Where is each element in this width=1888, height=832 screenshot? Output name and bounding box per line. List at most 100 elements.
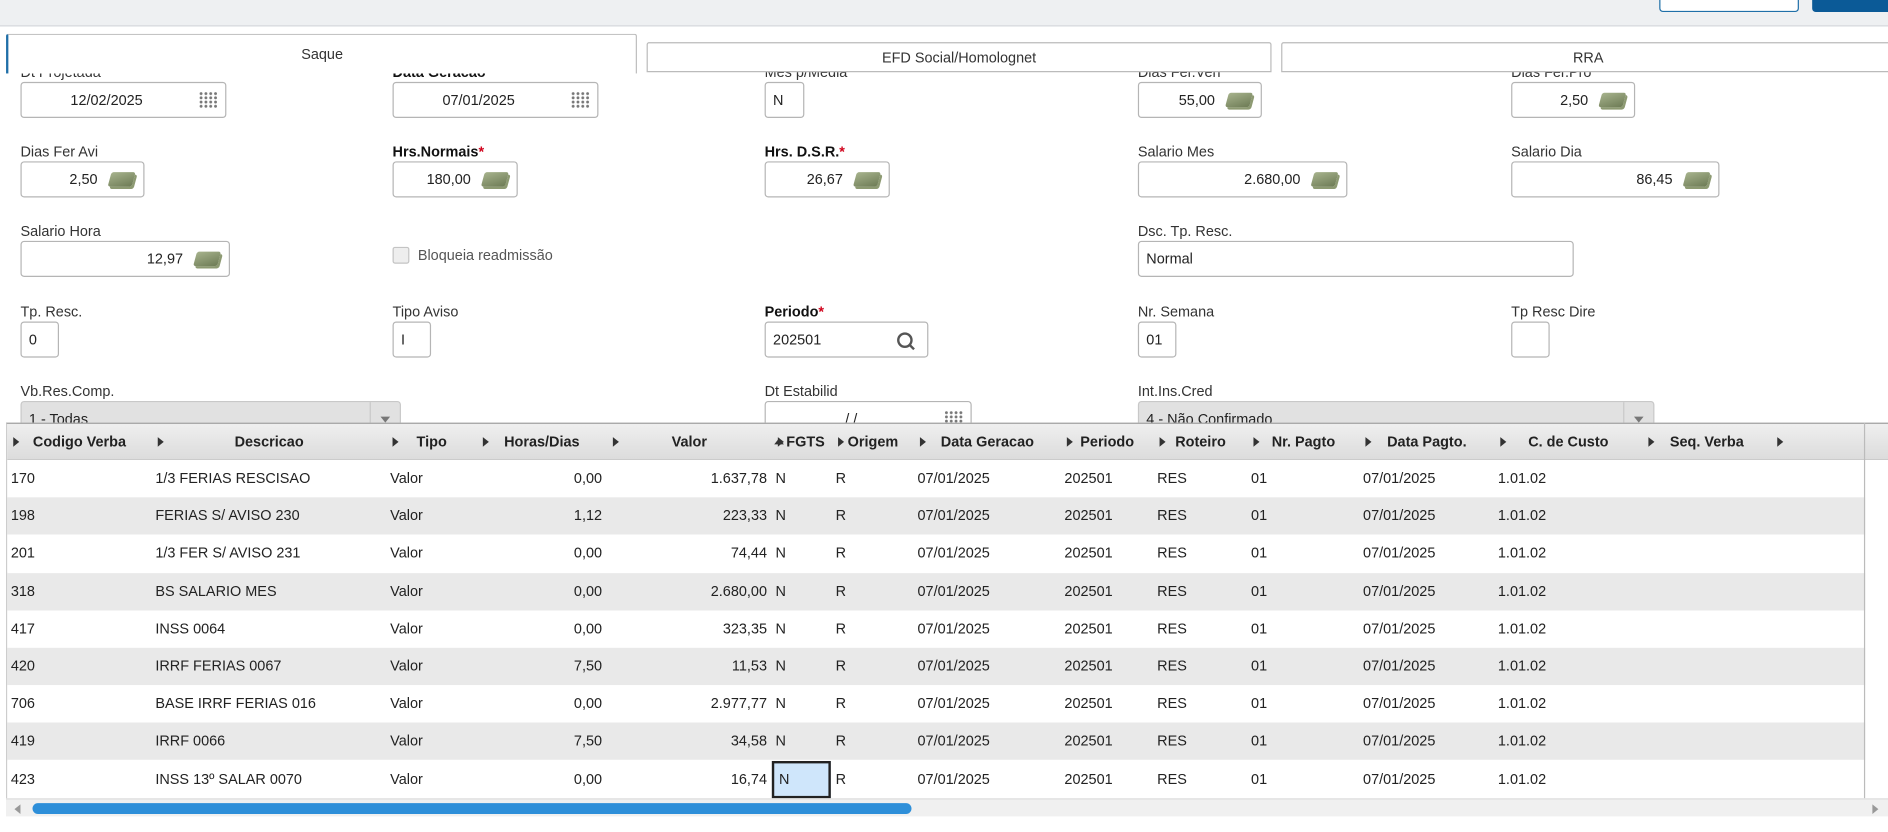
grid-cell: 2.977,77 [710, 694, 768, 712]
input[interactable]: / / [764, 400, 972, 423]
input[interactable]: 12,97 [20, 240, 230, 277]
required-mark: * [818, 303, 825, 321]
grid-cell: 223,33 [722, 507, 768, 525]
tab-active[interactable]: Saque [6, 33, 637, 74]
column-header[interactable]: Seq. Verba [1669, 433, 1744, 451]
scroll-right[interactable] [1872, 804, 1879, 814]
input[interactable]: 0 [20, 321, 60, 358]
search-icon[interactable] [897, 332, 913, 348]
column-header[interactable]: Tipo [416, 433, 447, 451]
input[interactable]: 01 [1137, 321, 1177, 358]
column-header[interactable]: Valor [671, 433, 708, 451]
grid-cell: 07/01/2025 [917, 694, 990, 712]
grid-cell: R [835, 582, 847, 600]
scroll-thumb[interactable] [32, 803, 912, 814]
column-header[interactable]: Data Geracao [940, 433, 1034, 451]
grid-row[interactable]: 419 IRRF 0066 Valor 7,50 34,58 N R 07/01/2025 20… [7, 722, 1866, 761]
scrollbar[interactable] [6, 798, 1888, 817]
grid-cell: 202501 [1064, 469, 1113, 487]
input[interactable] [1511, 321, 1550, 358]
grid-row[interactable]: 198 FERIAS S/ AVISO 230 Valor 1,12 223,33 N R 0… [7, 497, 1866, 535]
button-outline[interactable] [1659, 0, 1799, 13]
grid-row[interactable]: 170 1/3 FERIAS RESCISAO Valor 0,00 1.637,78 N… [7, 459, 1866, 498]
label-text: Salario Mes [1137, 143, 1215, 161]
grid-row[interactable]: 423 INSS 13º SALAR 0070 Valor 0,00 16,74 N R 07… [7, 760, 1866, 798]
money-icon [1310, 172, 1339, 187]
grid-cell: 01 [1251, 469, 1268, 487]
grid-cell: Valor [390, 657, 423, 675]
input[interactable]: 26,67 [764, 161, 890, 198]
input[interactable]: 86,45 [1511, 161, 1720, 198]
input[interactable]: 2,50 [1511, 81, 1636, 119]
grid-cell: 07/01/2025 [917, 619, 990, 637]
column-resize [1777, 437, 1784, 447]
grid-cell: 202501 [1064, 544, 1113, 562]
grid-row[interactable]: 201 1/3 FER S/ AVISO 231 Valor 0,00 74,44 N R 0… [7, 535, 1866, 573]
column-header[interactable]: Horas/Dias [504, 433, 580, 451]
column-resize [612, 437, 619, 447]
tab[interactable]: EFD Social/Homolognet [646, 42, 1272, 73]
column-header[interactable]: Roteiro [1175, 433, 1226, 451]
grid-cell: 0,00 [573, 694, 603, 712]
grid-cell: RES [1157, 694, 1187, 712]
grid-cell: 1/3 FER S/ AVISO 231 [155, 544, 301, 562]
grid-cell: RES [1157, 507, 1187, 525]
grid-cell: 1.01.02 [1497, 469, 1547, 487]
input-value: 4 - Não Confirmado [1146, 410, 1273, 423]
column-header[interactable]: Periodo [1080, 433, 1135, 451]
grid-cell: 7,50 [573, 732, 603, 750]
input[interactable]: 1 - Todas [20, 400, 401, 423]
column-header[interactable]: FGTS [786, 433, 825, 451]
input[interactable]: 2.680,00 [1137, 161, 1348, 198]
label-text: Int.Ins.Cred [1137, 382, 1213, 400]
calendar-icon[interactable] [198, 91, 218, 109]
input-value: 0 [28, 331, 37, 348]
input[interactable]: 55,00 [1137, 81, 1262, 119]
grid-cell: BS SALARIO MES [155, 582, 277, 600]
grid-cell: N [775, 582, 786, 600]
scroll-left[interactable] [14, 804, 21, 814]
select-arrow[interactable] [369, 402, 400, 423]
input[interactable]: 202501 [764, 321, 929, 358]
field-label: Salario Mes [1138, 143, 1214, 160]
grid-cell: 01 [1251, 694, 1268, 712]
input[interactable]: 12/02/2025 [20, 81, 227, 119]
checkbox[interactable] [392, 246, 410, 264]
grid-row[interactable]: 706 BASE IRRF FERIAS 016 Valor 0,00 2.977,77… [7, 685, 1866, 723]
grid-cell: 1.01.02 [1497, 770, 1547, 787]
input[interactable]: N [764, 81, 805, 119]
button-primary[interactable] [1812, 0, 1888, 13]
label-text: Vb.Res.Comp. [20, 382, 115, 400]
column-header[interactable]: Data Pagto. [1387, 433, 1467, 451]
grid-cell: 07/01/2025 [1363, 469, 1436, 487]
input[interactable]: 07/01/2025 [392, 81, 599, 119]
column-header[interactable]: Codigo Verba [32, 433, 127, 451]
input-value: 1 - Todas [28, 410, 89, 423]
grid-cell: 07/01/2025 [917, 507, 990, 525]
tab[interactable]: RRA [1281, 42, 1888, 73]
grid-cell: 7,50 [573, 657, 603, 675]
input[interactable]: Normal [1137, 240, 1574, 277]
grid-cell: R [835, 694, 847, 712]
grid-row[interactable]: 420 IRRF FERIAS 0067 Valor 7,50 11,53 N R 07/01… [7, 647, 1866, 686]
input-value: 86,45 [1636, 170, 1673, 188]
money-icon [107, 172, 136, 187]
column-header[interactable]: C. de Custo [1528, 433, 1609, 451]
input[interactable]: 4 - Não Confirmado [1137, 400, 1655, 423]
column-header[interactable]: Origem [847, 433, 899, 451]
grid-cell: 198 [10, 507, 35, 525]
select-arrow[interactable] [1623, 402, 1653, 423]
grid-row[interactable]: 318 BS SALARIO MES Valor 0,00 2.680,00 N R 07/0… [7, 572, 1866, 610]
grid-cell: N [775, 694, 786, 712]
grid-row[interactable]: 417 INSS 0064 Valor 0,00 323,35 N R 07/01/2025 2… [7, 610, 1866, 648]
grid-cell: 170 [10, 469, 35, 487]
calendar-icon[interactable] [944, 410, 964, 423]
column-header[interactable]: Nr. Pagto [1271, 433, 1336, 451]
input[interactable]: I [392, 321, 432, 358]
input[interactable]: 180,00 [392, 161, 518, 198]
calendar-icon[interactable] [570, 91, 591, 109]
grid-cell: 323,35 [722, 619, 768, 637]
input[interactable]: 2,50 [20, 161, 145, 198]
column-header[interactable]: Descricao [234, 433, 304, 451]
column-resize [1365, 437, 1372, 447]
